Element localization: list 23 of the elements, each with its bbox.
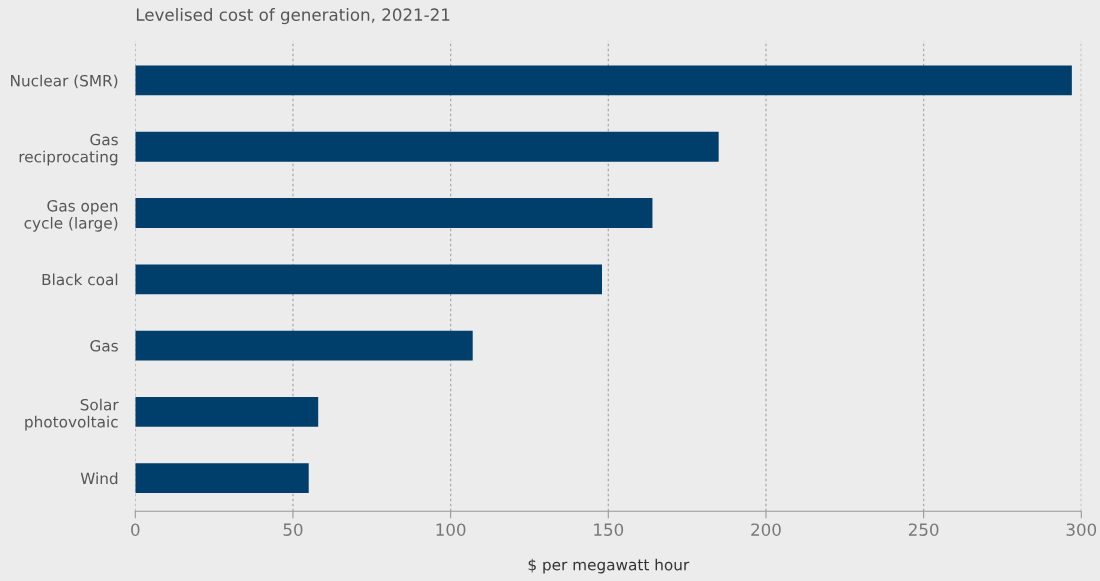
x-tick-label: 250 [908,523,939,536]
x-tick-label: 200 [751,523,781,536]
x-tick-label: 150 [594,523,624,536]
bar [135,396,319,427]
bar [135,131,719,162]
y-tick-label: Black coal [42,273,118,286]
chart-title: Levelised cost of generation, 2021-21 [136,8,450,25]
bar [135,463,309,494]
bar [135,264,602,295]
x-tick-label: 0 [131,523,140,536]
y-tick-label: Gas open cycle (large) [24,200,118,232]
y-tick-label: Wind [80,472,118,485]
bar [135,65,1072,96]
y-tick-label: Nuclear (SMR) [11,74,118,89]
x-tick-label: 50 [283,523,303,536]
bar [135,330,473,361]
x-tick-label: 100 [436,523,466,536]
bar [135,198,653,228]
y-tick-label: Gas reciprocating [19,133,118,166]
x-axis-title: $ per megawatt hour [528,558,690,574]
y-tick-label: Gas [90,340,118,352]
x-tick-label: 300 [1066,523,1097,536]
y-tick-label: Solar photovoltaic [25,398,119,431]
